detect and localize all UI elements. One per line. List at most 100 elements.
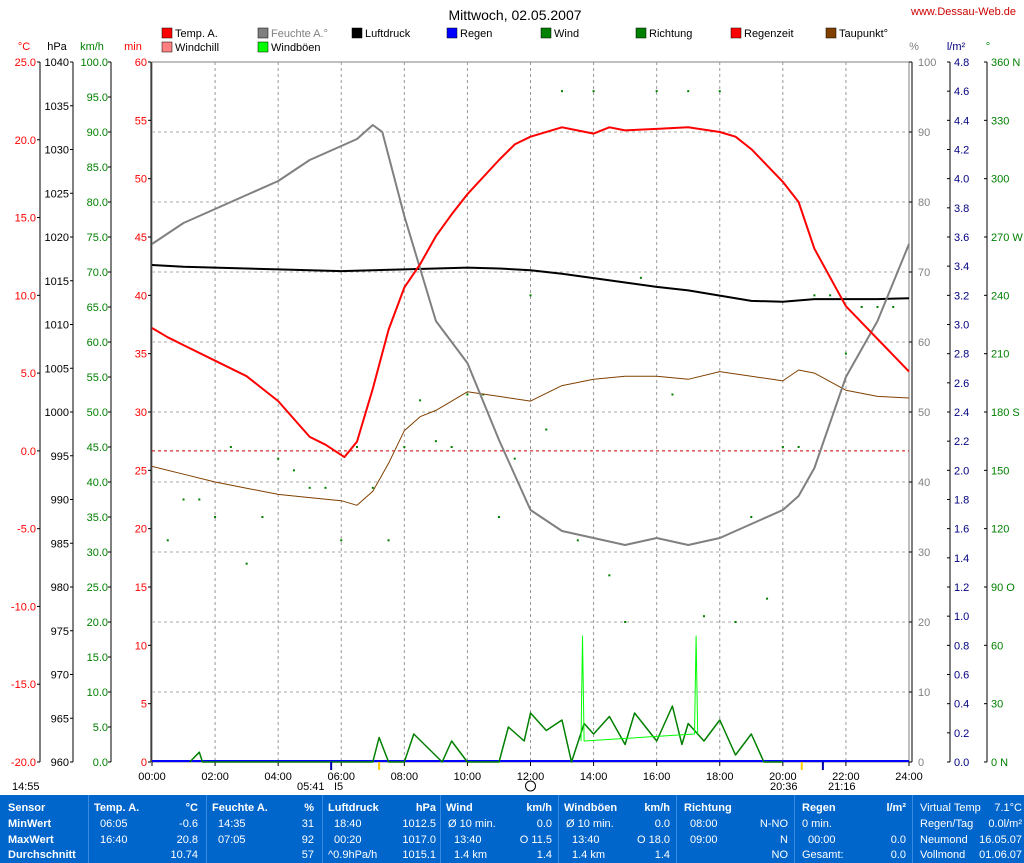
direction-point bbox=[813, 294, 816, 297]
wind-series-line bbox=[189, 705, 783, 763]
direction-point bbox=[561, 90, 564, 93]
direction-tick-label: 30 bbox=[991, 699, 1003, 711]
pressure-tick-label: 970 bbox=[51, 670, 69, 682]
rain-tick-label: 3.8 bbox=[954, 203, 969, 215]
legend-label: Windböen bbox=[271, 42, 321, 54]
noon-marker-icon bbox=[525, 780, 536, 792]
stats-temp: Temp. A. °C 06:05 -0.6 16:40 20.8 10.74 bbox=[94, 802, 198, 861]
direction-point bbox=[513, 457, 516, 460]
time-tick-label: 02:00 bbox=[201, 771, 229, 783]
legend-swatch bbox=[446, 27, 458, 39]
pressure-tick-label: 1020 bbox=[45, 232, 69, 244]
rain-tick-label: 0.6 bbox=[954, 670, 969, 682]
humidity-tick-label: 30 bbox=[918, 547, 930, 559]
temp-tick-label: -20.0 bbox=[11, 757, 36, 769]
temp-tick-label: 20.0 bbox=[15, 135, 36, 147]
sun-bar: 14:55 05:41 I5 20:36 21:16 bbox=[0, 780, 1024, 795]
pressure-tick-label: 1025 bbox=[45, 188, 69, 200]
stats-rain: Regen l/m² 0 min. 00:00 0.0 Gesamt: 0.0 bbox=[802, 802, 906, 861]
rain-tick-label: 1.6 bbox=[954, 524, 969, 536]
rain-tick-label: 2.2 bbox=[954, 436, 969, 448]
humidity-tick-label: 70 bbox=[918, 267, 930, 279]
sun-left-time: 14:55 bbox=[12, 781, 40, 793]
legend-label: Taupunkt° bbox=[839, 28, 888, 40]
legend-label: Windchill bbox=[175, 42, 219, 54]
label-sensor: Sensor bbox=[8, 802, 46, 814]
humidity-tick-label: 20 bbox=[918, 617, 930, 629]
direction-tick-label: 180 S bbox=[991, 407, 1020, 419]
direction-point bbox=[308, 486, 311, 489]
rain-tick-label: 1.4 bbox=[954, 553, 969, 565]
legend-swatch bbox=[730, 27, 742, 39]
direction-tick-label: 90 O bbox=[991, 582, 1015, 594]
humidity-tick-label: 100 bbox=[918, 57, 936, 69]
sunrise-mark: I5 bbox=[334, 781, 344, 793]
rain-tick-label: 1.2 bbox=[954, 582, 969, 594]
direction-tick-label: 0 N bbox=[991, 757, 1008, 769]
pressure-tick-label: 985 bbox=[51, 538, 69, 550]
direction-point bbox=[734, 621, 737, 623]
wind-tick-label: 20.0 bbox=[87, 617, 108, 629]
legend-swatch bbox=[635, 27, 647, 39]
raintime-tick-label: 20 bbox=[135, 524, 147, 536]
time-tick-label: 08:00 bbox=[391, 771, 419, 783]
raintime-tick-label: 15 bbox=[135, 582, 147, 594]
pressure-tick-label: 995 bbox=[51, 451, 69, 463]
direction-point bbox=[545, 428, 548, 431]
legend-label: Feuchte A.° bbox=[271, 28, 328, 40]
direction-point bbox=[576, 539, 579, 542]
legend-label: Luftdruck bbox=[365, 28, 411, 40]
rain-tick-label: 1.8 bbox=[954, 495, 969, 507]
raintime-tick-label: 50 bbox=[135, 174, 147, 186]
raintime-tick-label: 5 bbox=[141, 699, 147, 711]
raintime-tick-label: 55 bbox=[135, 115, 147, 127]
wind-tick-label: 10.0 bbox=[87, 687, 108, 699]
temp-tick-label: 10.0 bbox=[15, 290, 36, 302]
humidity-tick-label: 40 bbox=[918, 477, 930, 489]
legend-label: Temp. A. bbox=[175, 28, 218, 40]
rain-tick-label: 0.4 bbox=[954, 699, 969, 711]
legend-label: Regen bbox=[460, 28, 492, 40]
direction-tick-label: 210 bbox=[991, 349, 1009, 361]
pressure-axis-unit: hPa bbox=[47, 41, 67, 53]
time-tick-label: 22:00 bbox=[832, 771, 860, 783]
legend-swatch bbox=[825, 27, 837, 39]
direction-point bbox=[371, 486, 374, 489]
direction-point bbox=[797, 446, 800, 448]
direction-point bbox=[655, 90, 658, 93]
direction-point bbox=[182, 498, 185, 501]
direction-point bbox=[340, 539, 343, 542]
temperature-series-line bbox=[151, 126, 910, 459]
wind-tick-label: 65.0 bbox=[87, 302, 108, 314]
direction-point bbox=[860, 306, 863, 308]
rain-tick-label: 3.4 bbox=[954, 261, 969, 273]
rain-tick-label: 1.0 bbox=[954, 611, 969, 623]
wind-tick-label: 45.0 bbox=[87, 442, 108, 454]
pressure-tick-label: 1005 bbox=[45, 363, 69, 375]
rain-tick-label: 4.0 bbox=[954, 174, 969, 186]
wind-tick-label: 15.0 bbox=[87, 652, 108, 664]
rain-tick-label: 2.8 bbox=[954, 349, 969, 361]
direction-point bbox=[702, 615, 705, 618]
label-min: MinWert bbox=[8, 818, 52, 830]
raintime-tick-label: 10 bbox=[135, 640, 147, 652]
rain-tick-label: 2.0 bbox=[954, 465, 969, 477]
stats-pressure: Luftdruck hPa 18:40 1012.5 00:20 1017.0 ^0.… bbox=[328, 802, 436, 861]
legend-swatch bbox=[257, 27, 269, 39]
direction-point bbox=[750, 516, 753, 518]
direction-point bbox=[844, 352, 847, 355]
direction-point bbox=[356, 446, 359, 448]
time-tick-label: 18:00 bbox=[706, 771, 734, 783]
direction-point bbox=[687, 90, 690, 93]
wind-tick-label: 5.0 bbox=[93, 722, 108, 734]
raintime-tick-label: 30 bbox=[135, 407, 147, 419]
time-tick-label: 00:00 bbox=[138, 771, 166, 783]
label-avg: Durchschnitt bbox=[8, 849, 76, 861]
legend-swatch bbox=[540, 27, 552, 39]
stats-misc: Virtual Temp 7.1°C Regen/Tag 0.0l/m² Neumo… bbox=[920, 802, 1022, 861]
direction-point bbox=[261, 516, 264, 518]
direction-point bbox=[781, 446, 784, 448]
raintime-tick-label: 40 bbox=[135, 290, 147, 302]
rain-tick-label: 3.6 bbox=[954, 232, 969, 244]
direction-point bbox=[198, 498, 201, 501]
